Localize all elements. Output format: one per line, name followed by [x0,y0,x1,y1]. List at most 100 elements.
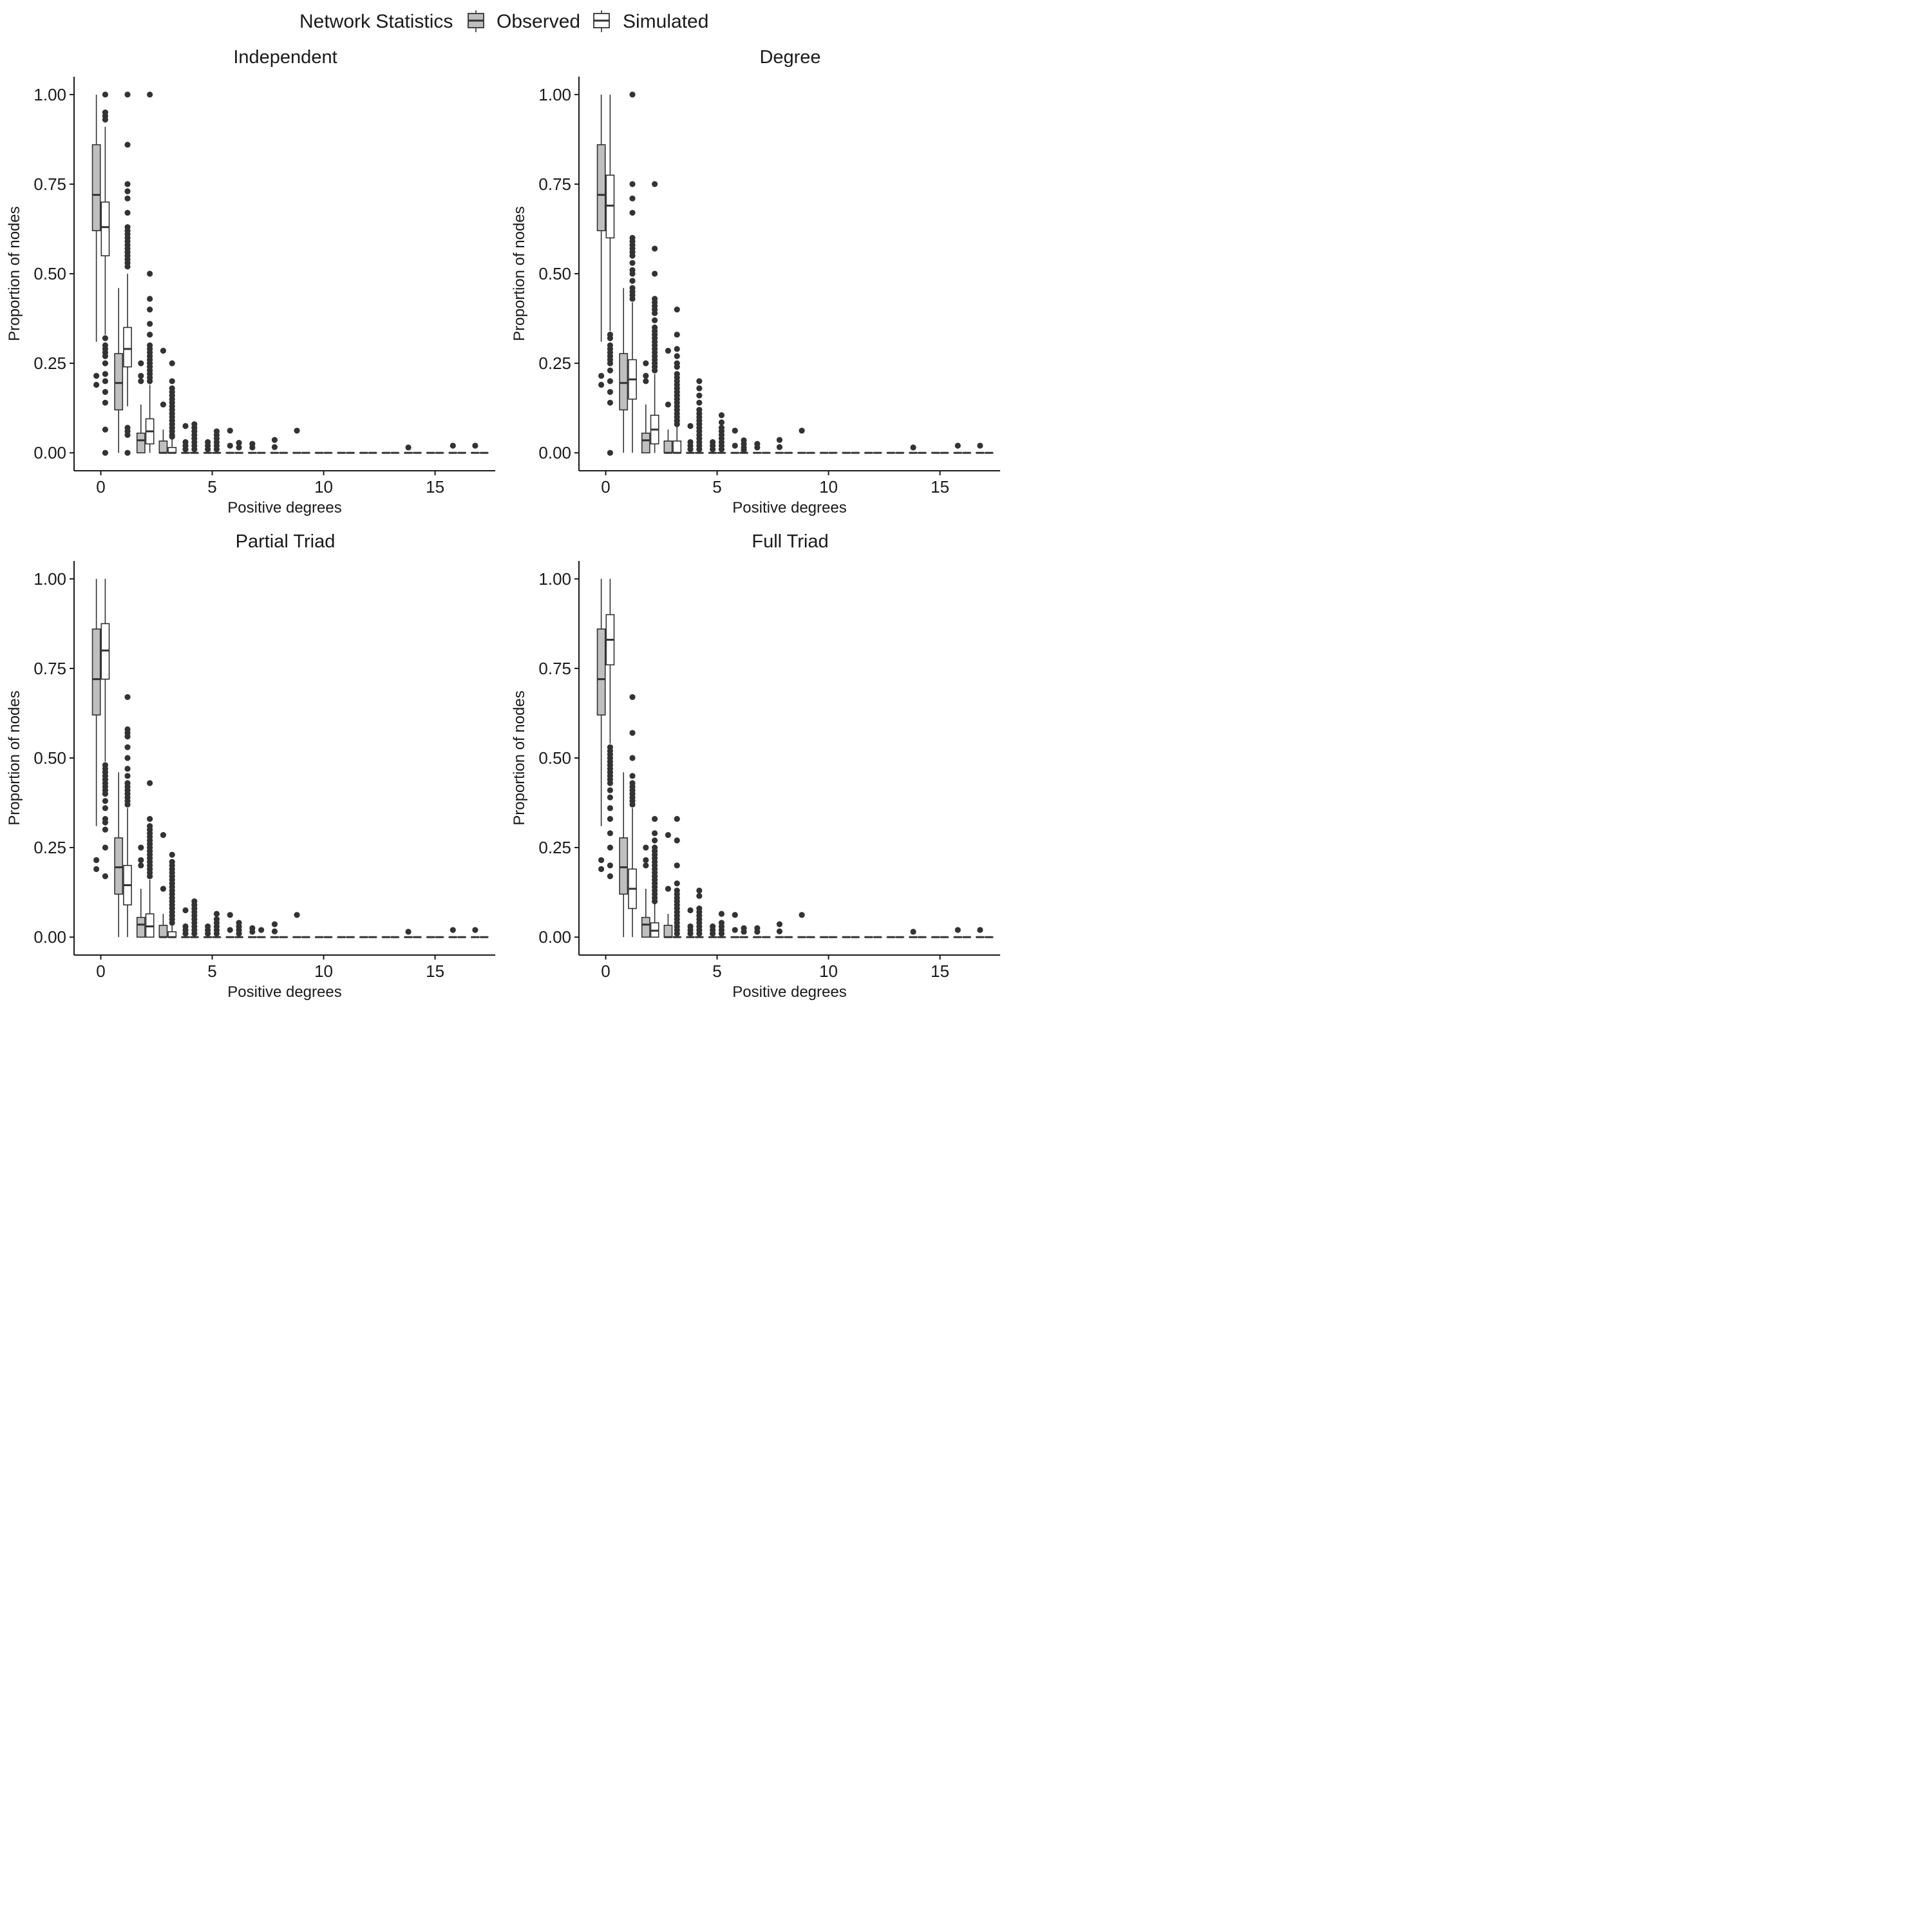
outlier-point [472,442,478,449]
box-body [158,925,168,938]
outlier-point [147,307,153,313]
outlier-point [696,392,703,399]
outlier-point [138,844,144,851]
box-body [663,440,673,453]
outlier-point [213,911,220,917]
outlier-point [160,348,167,354]
outlier-point [732,927,738,933]
box-observed-degree-7 [247,440,257,454]
y-tick-label: 0.75 [33,659,66,678]
outlier-point [629,270,636,277]
box-observed-degree-17 [470,927,480,938]
box-observed-degree-0 [91,94,101,388]
x-tick-label: 5 [207,477,216,497]
x-axis-title: Positive degrees [732,983,846,1001]
outlier-point [93,381,100,388]
box-observed-degree-16 [448,442,458,454]
outlier-point [652,898,658,905]
outlier-point [169,851,175,858]
box-simulated-degree-3 [672,307,682,454]
box-observed-degree-3 [663,348,673,454]
outlier-point [213,446,220,453]
y-tick-label: 0.75 [538,175,571,194]
box-body [114,837,124,895]
box-observed-degree-4 [686,422,695,454]
outlier-point [607,360,614,366]
box-observed-degree-2 [641,360,650,453]
outlier-point [124,744,131,750]
outlier-point [629,195,636,202]
outlier-point [629,755,636,761]
box-simulated-degree-3 [167,360,177,454]
box-observed-degree-16 [448,927,458,938]
outlier-point [665,886,672,892]
x-tick-label: 5 [207,961,216,981]
outlier-point [102,360,109,366]
outlier-point [687,931,694,937]
outlier-point [227,927,233,933]
outlier-point [102,426,109,433]
box-simulated-degree-4 [694,378,704,454]
outlier-point [138,857,144,864]
outlier-point [102,873,109,880]
y-tick-label: 0.00 [538,443,571,462]
outlier-point [910,444,916,451]
x-axis-title: Positive degrees [227,983,341,1001]
outlier-point [754,444,761,451]
outlier-point [696,446,703,453]
box-simulated-degree-5 [212,428,222,454]
outlier-point [102,826,109,833]
outlier-point [741,929,747,935]
legend-key-simulated [593,10,610,32]
box-body [641,916,650,938]
box-observed-degree-9 [797,912,806,938]
outlier-point [696,385,703,392]
box-simulated-degree-1 [628,694,637,938]
outlier-point [160,886,167,892]
outlier-point [643,857,649,864]
box-observed-degree-2 [641,844,650,938]
outlier-point [236,444,242,451]
outlier-point [754,929,761,935]
outlier-point [652,367,658,374]
outlier-point [696,378,703,384]
outlier-point [93,857,100,864]
outlier-point [138,862,144,869]
outlier-point [674,815,680,822]
box-observed-degree-16 [953,442,963,454]
outlier-point [205,931,211,937]
outlier-point [147,873,153,880]
y-tick-label: 0.50 [33,748,66,768]
box-observed-degree-17 [975,442,985,454]
x-tick-label: 5 [712,477,721,497]
outlier-point [687,446,694,453]
box-simulated-degree-0 [100,91,110,456]
outlier-point [102,371,109,377]
outlier-point [718,419,725,426]
outlier-point [169,920,175,926]
box-body [91,144,101,232]
box-body [641,432,650,453]
outlier-point [607,862,614,869]
y-tick-label: 0.25 [538,354,571,373]
panel-degree: Degree 0.00 0.25 0.50 0.75 1.00 0 5 10 15 Positive… [511,47,1000,516]
outlier-point [696,893,703,899]
box-observed-degree-6 [730,428,740,454]
outlier-point [450,927,456,933]
outlier-point [258,927,265,933]
outlier-point [607,873,614,880]
box-simulated-degree-0 [605,578,615,880]
outlier-point [182,931,189,937]
y-tick-label: 0.25 [538,838,571,857]
outlier-point [607,367,614,374]
outlier-point [718,412,725,419]
box-observed-degree-5 [203,923,213,938]
box-simulated-degree-6 [234,440,243,454]
outlier-point [205,446,211,453]
outlier-point [236,931,242,937]
outlier-point [607,815,614,822]
outlier-point [607,450,614,456]
outlier-point [776,444,783,450]
outlier-point [799,428,805,434]
box-observed-degree-7 [752,440,762,454]
